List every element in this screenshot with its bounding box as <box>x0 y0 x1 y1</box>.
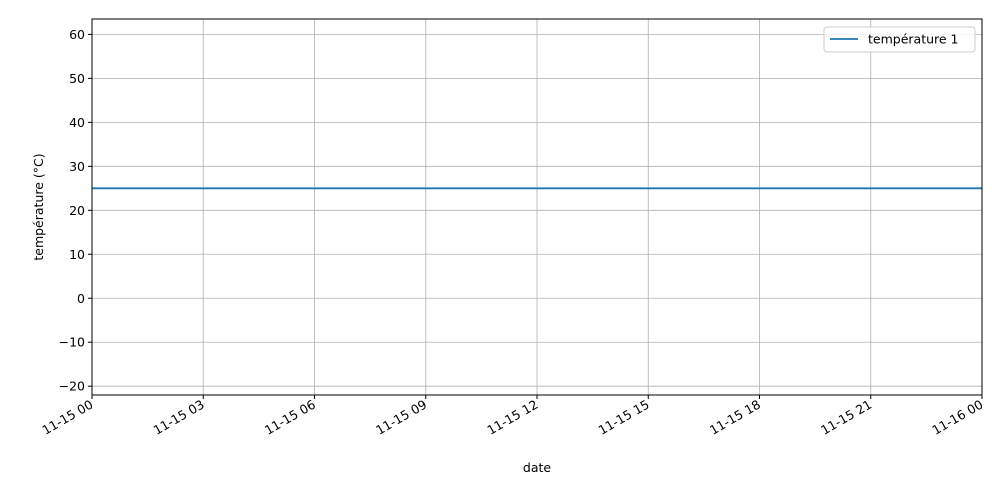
x-tick-label: 11-15 00 <box>39 397 95 438</box>
y-tick-label: −20 <box>59 379 85 394</box>
y-axis: −20 −10 0 10 20 30 40 50 60 <box>59 27 92 394</box>
x-tick-label: 11-15 06 <box>262 397 318 438</box>
x-tick-label: 11-15 12 <box>484 397 540 438</box>
y-tick-label: −10 <box>59 335 85 350</box>
x-axis: 11-15 00 11-15 03 11-15 06 11-15 09 11-15 12… <box>39 395 986 438</box>
grid <box>91 19 983 395</box>
x-tick-label: 11-15 03 <box>151 397 207 438</box>
x-tick-label: 11-15 15 <box>596 397 652 438</box>
y-tick-label: 0 <box>77 291 85 306</box>
y-tick-label: 30 <box>69 159 85 174</box>
legend: température 1 <box>823 26 976 53</box>
legend-box <box>823 26 976 53</box>
x-tick-label: 11-15 09 <box>373 397 429 438</box>
y-tick-label: 60 <box>69 27 85 42</box>
x-tick-label: 11-16 00 <box>929 397 985 438</box>
x-axis-label: date <box>523 460 551 475</box>
legend-label: température 1 <box>868 32 959 47</box>
y-tick-label: 50 <box>69 71 85 86</box>
y-axis-label: température (°C) <box>31 153 46 260</box>
y-tick-label: 10 <box>69 247 85 262</box>
x-tick-label: 11-15 21 <box>818 397 874 438</box>
y-tick-label: 20 <box>69 203 85 218</box>
x-tick-label: 11-15 18 <box>707 397 763 438</box>
y-tick-label: 40 <box>69 115 85 130</box>
